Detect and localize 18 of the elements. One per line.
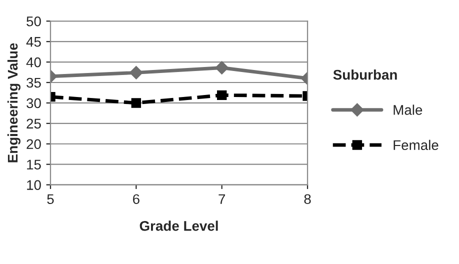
x-axis-title: Grade Level — [140, 220, 218, 231]
y-tick-label: 10 — [27, 180, 41, 190]
x-tick-label: 6 — [133, 194, 140, 204]
y-tick-label: 35 — [26, 78, 41, 88]
legend-label: Female — [394, 140, 438, 150]
y-tick-label: 15 — [27, 160, 41, 170]
x-tick-label: 5 — [47, 194, 54, 204]
y-tick-label: 25 — [26, 118, 41, 129]
y-tick-label: 30 — [26, 98, 41, 108]
legend-label: Male — [394, 104, 422, 115]
y-tick-label: 20 — [26, 139, 41, 150]
x-tick-label: 7 — [218, 194, 226, 204]
x-tick-label: 8 — [304, 194, 311, 204]
y-tick-label: 50 — [26, 16, 41, 26]
y-tick-label: 45 — [26, 37, 41, 47]
legend-title: Suburban — [333, 70, 397, 80]
y-tick-label: 40 — [26, 57, 41, 68]
y-axis-title: Engineering Value — [7, 43, 20, 162]
